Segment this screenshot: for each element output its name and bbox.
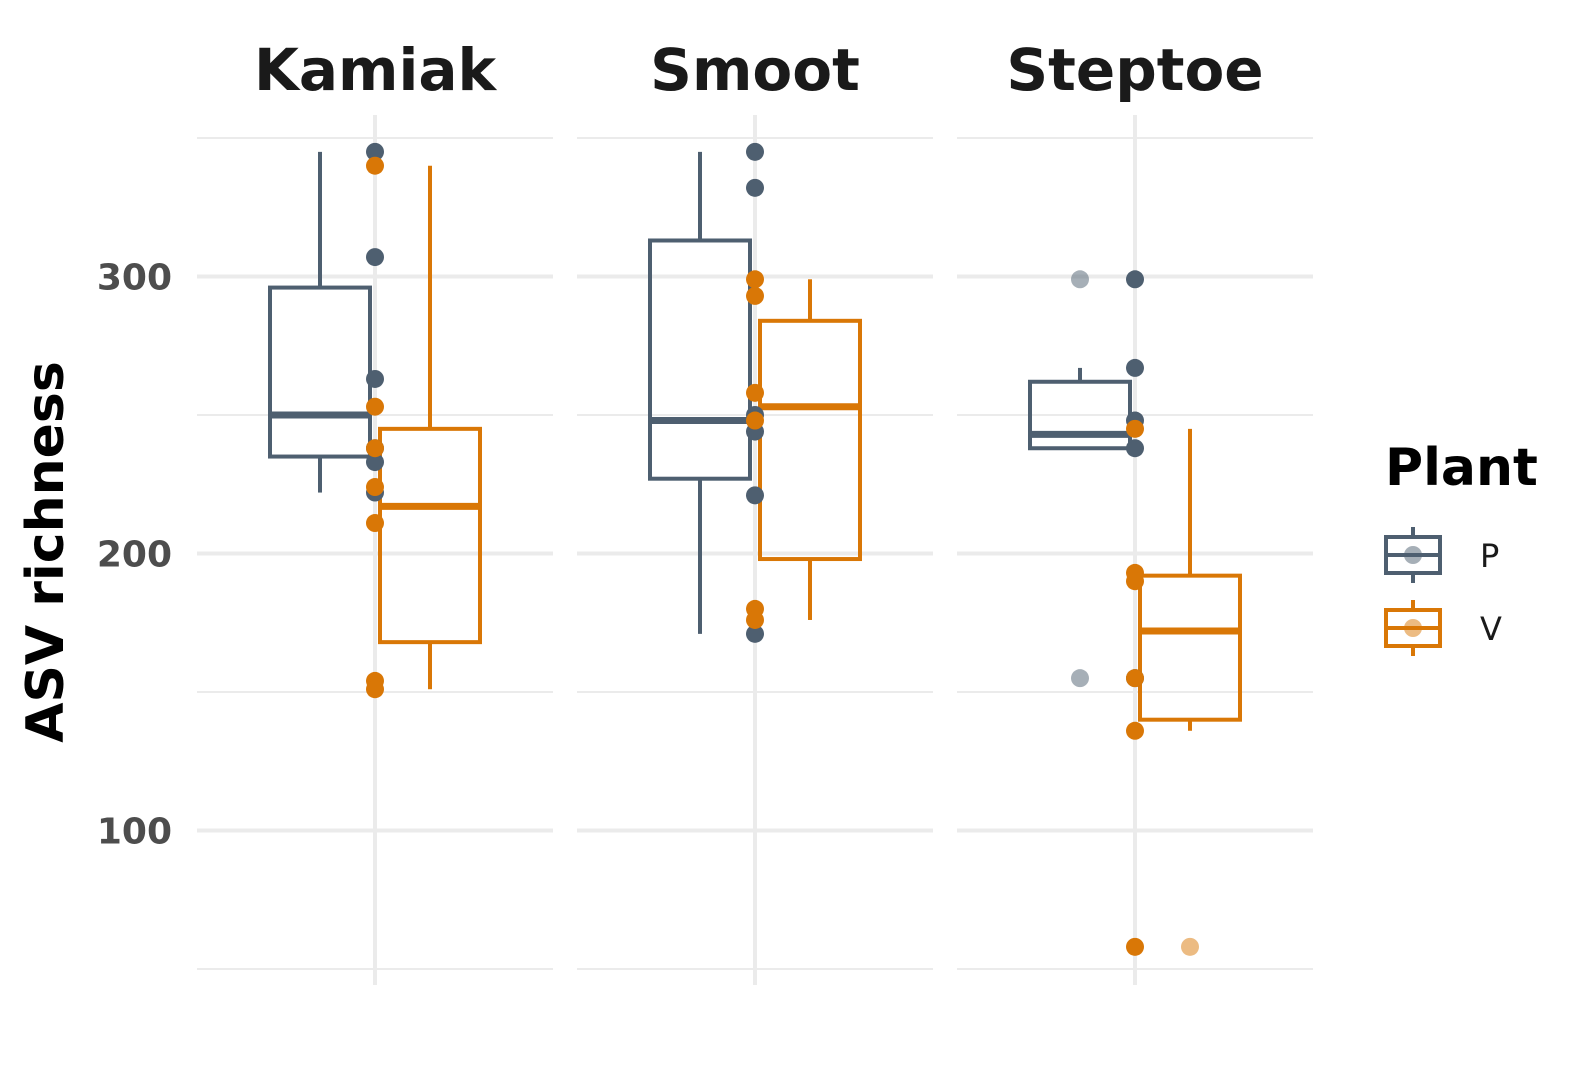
point-kamiak-v (366, 478, 384, 497)
box-kamiak-p (268, 151, 372, 493)
point-steptoe-p (1126, 270, 1144, 289)
box-iqr (378, 426, 482, 645)
point-smoot-p (746, 142, 764, 161)
point-smoot-v (746, 383, 764, 402)
point-steptoe-v (1126, 669, 1144, 688)
point-steptoe-v (1126, 419, 1144, 438)
point-kamiak-p (366, 453, 384, 472)
box-smoot-p (648, 151, 752, 634)
point-kamiak-v (366, 397, 384, 416)
facet-label-kamiak: Kamiak (254, 36, 498, 104)
point-steptoe-p (1126, 358, 1144, 377)
point-kamiak-p (366, 369, 384, 388)
point-smoot-p (746, 178, 764, 197)
point-steptoe-p (1071, 669, 1089, 688)
point-kamiak-p (366, 248, 384, 267)
y-tick-label: 200 (97, 535, 172, 576)
grid-layer (197, 115, 1313, 985)
point-smoot-v (746, 610, 764, 629)
box-kamiak-v (378, 165, 482, 690)
point-smoot-v (746, 411, 764, 430)
point-kamiak-p (366, 142, 384, 161)
point-steptoe-v (1181, 937, 1199, 956)
point-steptoe-p (1126, 439, 1144, 458)
point-steptoe-p (1071, 270, 1089, 289)
y-tick-labels: 100 200 300 (97, 258, 172, 853)
legend-label-p: P (1480, 537, 1499, 575)
point-steptoe-v (1126, 721, 1144, 740)
legend-key-point (1404, 546, 1422, 564)
legend-key-v: V (1384, 600, 1502, 656)
point-kamiak-v (366, 156, 384, 175)
box-iqr (1138, 573, 1242, 722)
legend-label-v: V (1480, 610, 1502, 648)
point-smoot-v (746, 270, 764, 289)
facet-label-smoot: Smoot (650, 36, 860, 104)
plot-marks (268, 142, 1242, 956)
point-smoot-v (746, 286, 764, 305)
point-smoot-p (746, 624, 764, 643)
y-tick-label: 300 (97, 258, 172, 299)
legend: Plant PV (1384, 438, 1538, 656)
y-tick-label: 100 (97, 812, 172, 853)
box-iqr (268, 285, 372, 459)
box-steptoe-p (1028, 367, 1132, 451)
point-steptoe-v (1126, 937, 1144, 956)
point-kamiak-v (366, 680, 384, 699)
box-smoot-v (758, 279, 862, 620)
facet-label-steptoe: Steptoe (1006, 36, 1263, 104)
y-axis-label: ASV richness (16, 361, 76, 743)
box-iqr (758, 318, 862, 562)
facet-strip-labels: Kamiak Smoot Steptoe (254, 36, 1264, 104)
point-steptoe-v (1126, 572, 1144, 591)
point-kamiak-v (366, 439, 384, 458)
point-smoot-p (746, 486, 764, 505)
legend-title: Plant (1385, 438, 1538, 498)
legend-key-point (1404, 619, 1422, 637)
box-iqr (648, 238, 752, 481)
legend-key-p: P (1384, 527, 1499, 583)
box-steptoe-v (1138, 428, 1242, 731)
point-kamiak-v (366, 514, 384, 533)
